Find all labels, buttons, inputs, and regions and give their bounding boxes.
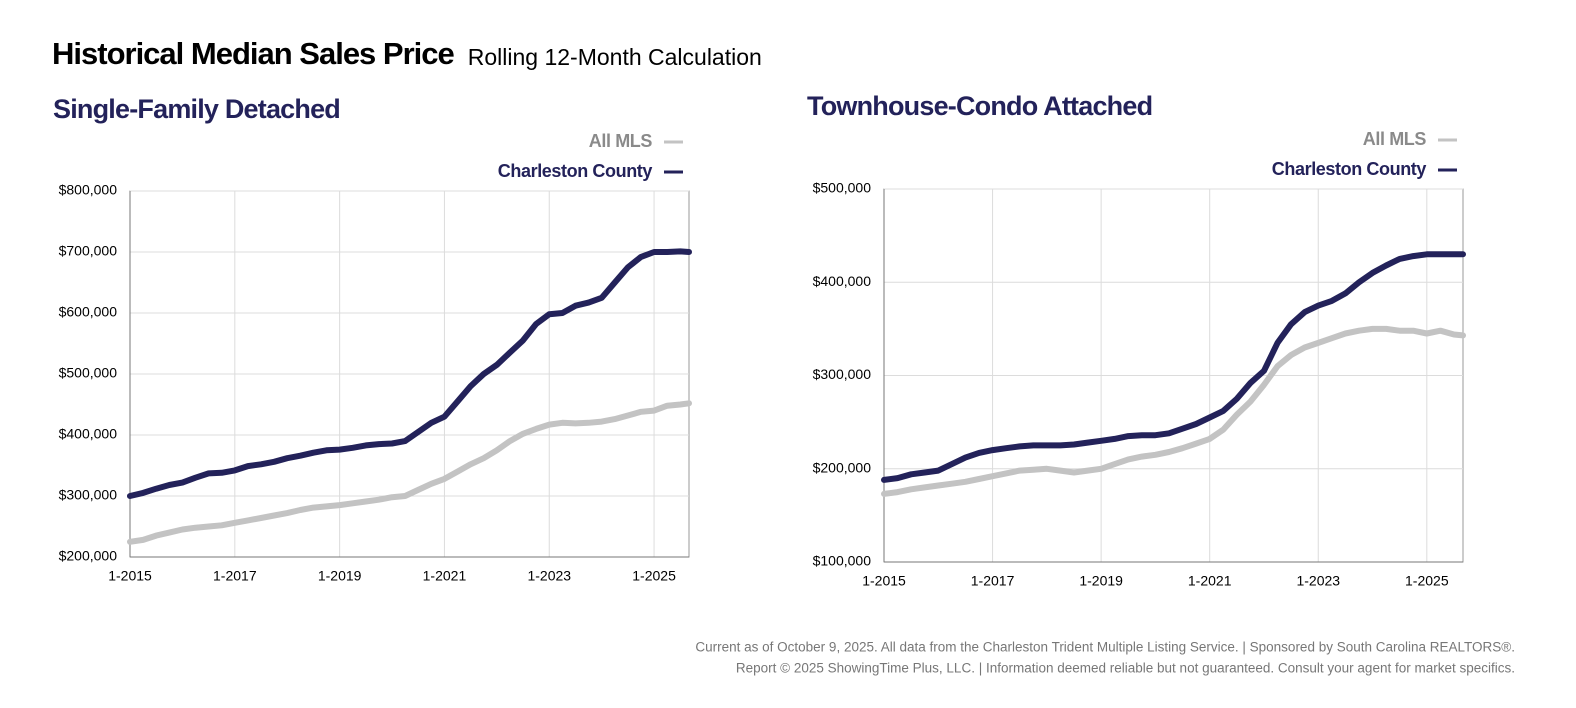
x-tick-label: 1-2017 bbox=[971, 573, 1015, 589]
legend-label: Charleston County bbox=[498, 161, 653, 181]
legend-label: All MLS bbox=[1363, 129, 1427, 149]
y-tick-label: $800,000 bbox=[59, 182, 118, 198]
chart-title: Single-Family Detached bbox=[53, 94, 340, 124]
x-tick-label: 1-2025 bbox=[1405, 573, 1449, 589]
x-tick-label: 1-2017 bbox=[213, 568, 257, 584]
y-tick-label: $200,000 bbox=[59, 548, 118, 564]
y-tick-label: $700,000 bbox=[59, 243, 118, 259]
y-tick-label: $300,000 bbox=[813, 366, 872, 382]
page-subtitle: Rolling 12-Month Calculation bbox=[468, 44, 762, 70]
x-tick-label: 1-2019 bbox=[318, 568, 362, 584]
x-tick-label: 1-2021 bbox=[1188, 573, 1232, 589]
series-line bbox=[127, 248, 692, 499]
y-tick-label: $200,000 bbox=[813, 459, 872, 475]
x-tick-label: 1-2021 bbox=[423, 568, 467, 584]
y-tick-label: $600,000 bbox=[59, 304, 118, 320]
x-tick-label: 1-2015 bbox=[862, 573, 906, 589]
y-tick-label: $400,000 bbox=[813, 273, 872, 289]
y-tick-label: $300,000 bbox=[59, 487, 118, 503]
y-tick-label: $100,000 bbox=[813, 553, 872, 569]
series-line bbox=[881, 325, 1466, 497]
x-tick-label: 1-2023 bbox=[527, 568, 571, 584]
x-tick-label: 1-2023 bbox=[1296, 573, 1340, 589]
y-tick-label: $500,000 bbox=[59, 365, 118, 381]
x-tick-label: 1-2019 bbox=[1079, 573, 1123, 589]
legend-label: Charleston County bbox=[1272, 159, 1427, 179]
chart-title: Townhouse-Condo Attached bbox=[807, 91, 1152, 121]
y-tick-label: $500,000 bbox=[813, 180, 872, 196]
legend-label: All MLS bbox=[589, 131, 653, 151]
footer-line: Report © 2025 ShowingTime Plus, LLC. | I… bbox=[736, 661, 1515, 676]
series-line bbox=[881, 251, 1466, 483]
footer-line: Current as of October 9, 2025. All data … bbox=[695, 640, 1515, 655]
page-title: Historical Median Sales Price bbox=[52, 36, 455, 71]
x-tick-label: 1-2015 bbox=[108, 568, 152, 584]
series-line bbox=[127, 400, 692, 545]
x-tick-label: 1-2025 bbox=[632, 568, 676, 584]
y-tick-label: $400,000 bbox=[59, 426, 118, 442]
